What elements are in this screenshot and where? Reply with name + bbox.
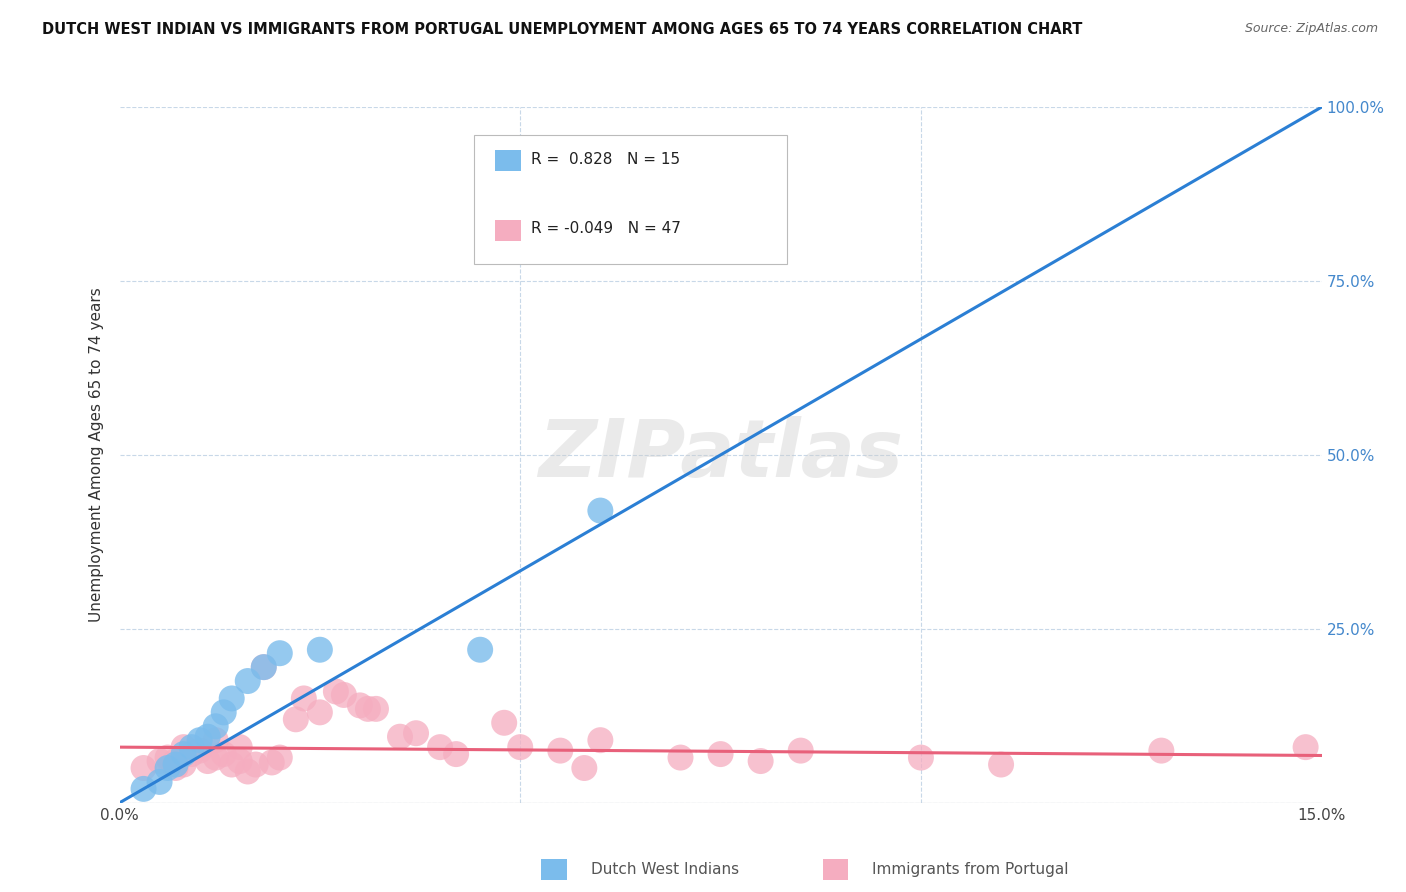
Point bbox=[253, 660, 276, 674]
Point bbox=[1295, 740, 1317, 755]
Point bbox=[221, 757, 243, 772]
Point bbox=[173, 747, 195, 761]
Point bbox=[357, 702, 380, 716]
Point bbox=[228, 754, 252, 768]
Point bbox=[197, 754, 219, 768]
Point bbox=[180, 740, 202, 755]
Point bbox=[494, 715, 516, 730]
Y-axis label: Unemployment Among Ages 65 to 74 years: Unemployment Among Ages 65 to 74 years bbox=[89, 287, 104, 623]
Point bbox=[349, 698, 371, 713]
Point bbox=[204, 750, 226, 764]
Text: DUTCH WEST INDIAN VS IMMIGRANTS FROM PORTUGAL UNEMPLOYMENT AMONG AGES 65 TO 74 Y: DUTCH WEST INDIAN VS IMMIGRANTS FROM POR… bbox=[42, 22, 1083, 37]
Point bbox=[180, 747, 202, 761]
Point bbox=[990, 757, 1012, 772]
Point bbox=[165, 757, 187, 772]
FancyBboxPatch shape bbox=[495, 219, 522, 241]
Point bbox=[149, 754, 172, 768]
FancyBboxPatch shape bbox=[474, 135, 787, 263]
Point bbox=[388, 730, 412, 744]
Text: R =  0.828   N = 15: R = 0.828 N = 15 bbox=[530, 152, 679, 167]
FancyBboxPatch shape bbox=[495, 150, 522, 171]
Point bbox=[284, 712, 307, 726]
Point bbox=[253, 660, 276, 674]
Point bbox=[165, 761, 187, 775]
Point bbox=[325, 684, 347, 698]
Point bbox=[709, 747, 731, 761]
Point bbox=[468, 642, 492, 657]
Text: Immigrants from Portugal: Immigrants from Portugal bbox=[872, 863, 1069, 877]
Point bbox=[790, 744, 813, 758]
Point bbox=[292, 691, 315, 706]
Point bbox=[221, 691, 243, 706]
Text: Dutch West Indians: Dutch West Indians bbox=[591, 863, 738, 877]
Point bbox=[333, 688, 356, 702]
Point bbox=[405, 726, 427, 740]
Point bbox=[444, 747, 467, 761]
Point bbox=[156, 750, 179, 764]
Text: Source: ZipAtlas.com: Source: ZipAtlas.com bbox=[1244, 22, 1378, 36]
Point bbox=[173, 757, 195, 772]
Point bbox=[212, 747, 235, 761]
Point bbox=[188, 744, 211, 758]
Point bbox=[910, 750, 932, 764]
Point bbox=[749, 754, 772, 768]
Point bbox=[197, 730, 219, 744]
Point bbox=[429, 740, 451, 755]
Point bbox=[1150, 744, 1173, 758]
Point bbox=[309, 706, 332, 720]
Point bbox=[309, 642, 332, 657]
Point bbox=[693, 142, 716, 156]
Point bbox=[364, 702, 387, 716]
Point bbox=[149, 775, 172, 789]
Point bbox=[669, 750, 692, 764]
Point bbox=[212, 706, 235, 720]
Point bbox=[269, 750, 291, 764]
Text: ZIPatlas: ZIPatlas bbox=[538, 416, 903, 494]
Point bbox=[589, 733, 612, 747]
Point bbox=[236, 674, 259, 689]
Point bbox=[236, 764, 259, 779]
Point bbox=[132, 781, 155, 796]
Point bbox=[589, 503, 612, 517]
Text: R = -0.049   N = 47: R = -0.049 N = 47 bbox=[530, 221, 681, 236]
Point bbox=[156, 761, 179, 775]
Point bbox=[132, 761, 155, 775]
Point bbox=[165, 754, 187, 768]
Point bbox=[204, 719, 226, 733]
Point bbox=[204, 733, 226, 747]
Point bbox=[574, 761, 596, 775]
Point bbox=[260, 756, 283, 770]
Point bbox=[173, 740, 195, 755]
Point bbox=[269, 646, 291, 660]
Point bbox=[509, 740, 531, 755]
Point bbox=[188, 733, 211, 747]
Point bbox=[550, 744, 572, 758]
Point bbox=[228, 740, 252, 755]
Point bbox=[245, 757, 267, 772]
